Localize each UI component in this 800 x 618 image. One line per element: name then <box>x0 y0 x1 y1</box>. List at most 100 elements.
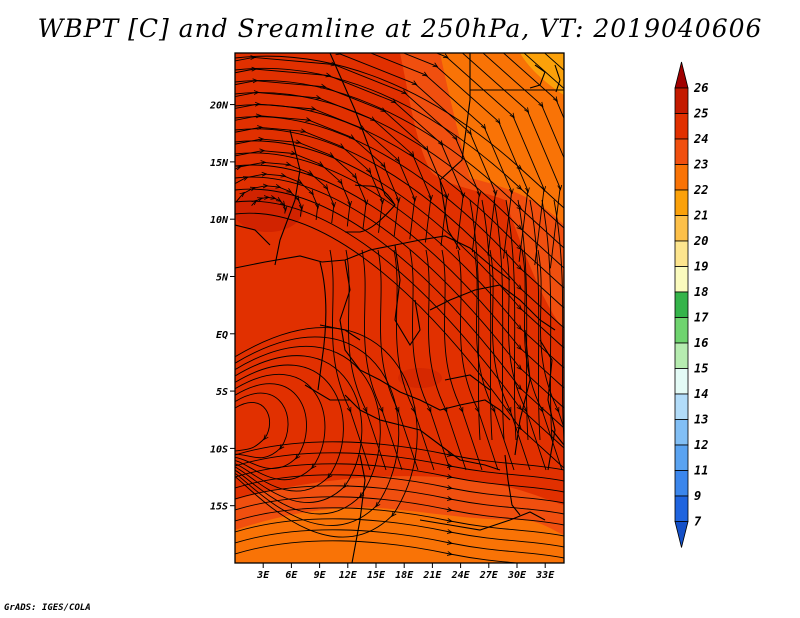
streamline <box>553 199 564 441</box>
colorbar-label: 25 <box>693 107 708 121</box>
lon-tick-label: 24E <box>451 570 471 581</box>
streamline <box>235 474 564 504</box>
lat-tick-label: 10N <box>210 215 229 226</box>
grads-credit: GrADS: IGES/COLA <box>4 603 91 613</box>
lat-tick-label: 5N <box>216 272 229 283</box>
colorbar-swatch <box>674 240 689 267</box>
lon-tick-label: 30E <box>507 570 527 581</box>
streamline <box>457 249 499 471</box>
lat-tick-label: 15N <box>210 158 229 169</box>
lon-tick-label: 12E <box>339 570 358 581</box>
streamline <box>235 518 564 548</box>
colorbar-swatch <box>674 113 689 140</box>
streamline <box>235 485 564 515</box>
colorbar-swatch <box>674 266 689 293</box>
lon-tick-label: 21E <box>422 570 442 581</box>
streamline <box>235 92 564 269</box>
colorbar-label: 19 <box>694 260 708 274</box>
streamline <box>361 249 403 471</box>
shading-24-25-core <box>235 188 303 232</box>
colorbar-label: 26 <box>693 81 708 95</box>
colorbar-label: 21 <box>693 209 708 223</box>
colorbar-swatch <box>674 291 689 318</box>
colorbar-swatch <box>674 393 689 420</box>
streamline <box>425 249 467 471</box>
colorbar-label: 9 <box>694 489 701 503</box>
colorbar-label: 16 <box>694 336 708 350</box>
colorbar-top-arrow <box>674 61 689 89</box>
streamline <box>469 199 481 441</box>
colorbar-label: 17 <box>694 311 709 325</box>
lon-tick-label: 27E <box>479 570 499 581</box>
streamline <box>235 80 564 249</box>
colorbar-label: 15 <box>694 362 708 376</box>
lat-tick-label: EQ <box>216 330 228 341</box>
streamline <box>537 249 564 430</box>
streamline <box>489 249 531 471</box>
longitude-axis: 3E 6E 9E 12E 15E 18E 21E 24E 27E 30E 33E <box>256 563 555 581</box>
streamline <box>505 249 547 471</box>
streamline <box>521 249 563 471</box>
colorbar-swatch <box>674 317 689 344</box>
streamline <box>235 463 564 493</box>
streamline <box>517 199 529 441</box>
streamline <box>235 441 564 471</box>
streamline <box>235 152 564 369</box>
colorbar-swatch <box>674 138 689 165</box>
streamline <box>481 199 493 441</box>
lon-tick-label: 33E <box>535 570 555 581</box>
streamline <box>235 212 564 469</box>
colorbar-swatch <box>674 342 689 369</box>
colorbar-label: 7 <box>694 515 702 529</box>
streamline <box>529 199 541 441</box>
shading-21-22-south <box>235 507 564 563</box>
colorbar-label: 20 <box>693 234 708 248</box>
streamline <box>493 199 505 441</box>
streamline <box>235 128 564 329</box>
chart-title: WBPT [C] and Sreamline at 250hPa, VT: 20… <box>37 14 763 43</box>
streamline <box>235 364 344 492</box>
lat-tick-label: 15S <box>210 502 228 513</box>
streamline <box>235 345 381 515</box>
streamline <box>441 249 483 471</box>
streamline <box>329 249 371 471</box>
streamline <box>235 67 564 229</box>
streamline <box>393 249 435 471</box>
streamline <box>235 188 564 429</box>
streamline <box>235 374 326 481</box>
colorbar-label: 24 <box>693 132 708 146</box>
colorbar-label: 13 <box>694 413 708 427</box>
streamline <box>235 383 307 469</box>
map-frame <box>234 52 565 564</box>
streamline <box>235 140 564 349</box>
lon-tick-label: 15E <box>367 570 386 581</box>
streamline <box>235 392 289 459</box>
streamline <box>235 55 564 209</box>
colorbar-label: 11 <box>694 464 708 478</box>
colorbar-label: 12 <box>694 438 708 452</box>
colorbar-label: 22 <box>693 183 708 197</box>
map-panel <box>235 53 564 563</box>
colorbar-swatch <box>674 189 689 216</box>
colorbar-swatch <box>674 495 689 522</box>
lon-tick-label: 18E <box>395 570 414 581</box>
streamline <box>235 402 270 452</box>
streamline <box>235 507 564 537</box>
streamline <box>235 529 564 559</box>
streamline <box>377 249 419 471</box>
lon-tick-label: 9E <box>314 570 327 581</box>
lat-tick-label: 5S <box>216 387 228 398</box>
shading-24-25-central <box>398 368 442 388</box>
colorbar-label: 18 <box>694 285 708 299</box>
colorbar-swatch <box>674 164 689 191</box>
streamline <box>505 199 517 441</box>
streamline <box>235 452 564 482</box>
latitude-axis: 20N 15N 10N 5N EQ 5S 10S 15S <box>209 101 235 513</box>
streamline <box>235 355 363 503</box>
colorbar-bottom-arrow <box>674 521 689 548</box>
streamline <box>235 540 523 563</box>
colorbar-label: 14 <box>694 387 708 401</box>
colorbar-swatch <box>674 215 689 242</box>
country-borders <box>235 53 564 563</box>
